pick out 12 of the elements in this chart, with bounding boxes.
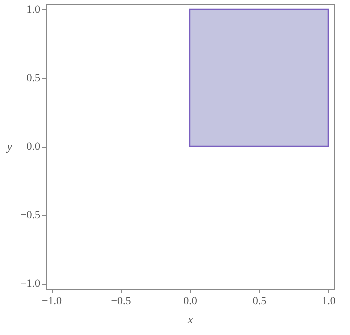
y-tick-label: 0.5 [26, 72, 41, 84]
x-tick-label: 1.0 [322, 296, 336, 308]
y-axis-title: y [6, 140, 14, 154]
x-tick-label: −0.5 [111, 296, 132, 308]
y-tick-label: 0.0 [26, 141, 41, 153]
y-tick-label: 1.0 [26, 4, 41, 16]
x-tick-label: 0.5 [252, 296, 268, 308]
y-tick-label: −1.0 [20, 278, 41, 290]
x-tick-label: 0.0 [184, 296, 198, 308]
x-tick-label: −1.0 [42, 296, 63, 308]
x-axis-title: x [186, 312, 194, 326]
y-tick-label: −0.5 [20, 210, 41, 222]
